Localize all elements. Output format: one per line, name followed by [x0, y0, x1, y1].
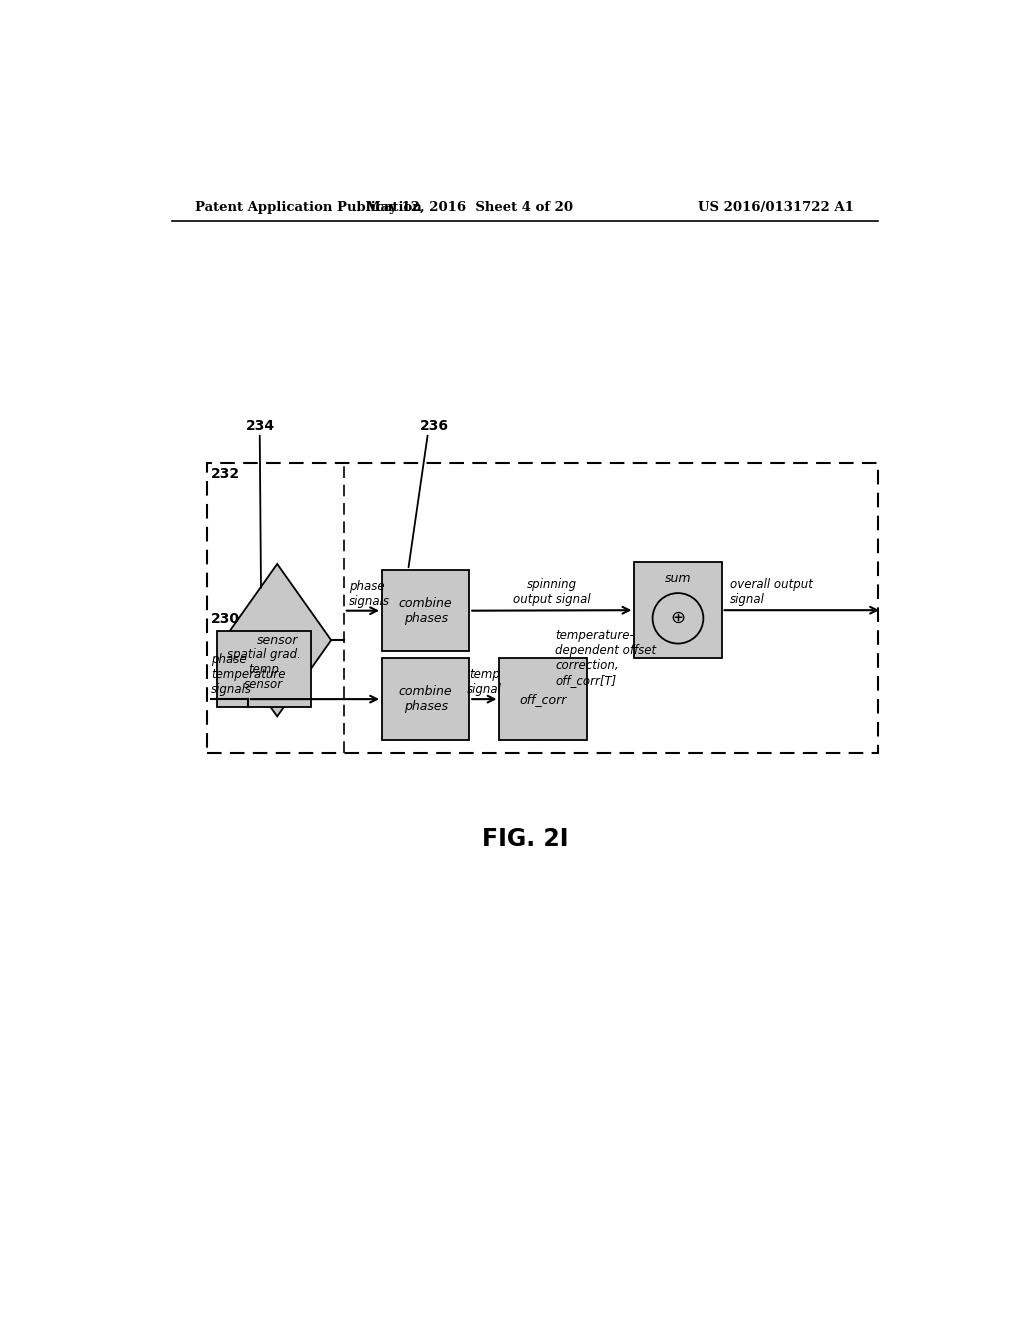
Bar [500, 659, 587, 739]
Text: US 2016/0131722 A1: US 2016/0131722 A1 [698, 201, 854, 214]
Bar [382, 570, 469, 651]
Text: spinning
output signal: spinning output signal [513, 578, 591, 606]
Text: FIG. 2I: FIG. 2I [481, 828, 568, 851]
Text: 234: 234 [246, 418, 274, 433]
Text: overall output
signal: overall output signal [729, 578, 812, 606]
Text: phase
signals: phase signals [348, 579, 389, 607]
Text: spatial grad.
temp
sensor: spatial grad. temp sensor [226, 648, 301, 690]
Text: May 12, 2016  Sheet 4 of 20: May 12, 2016 Sheet 4 of 20 [366, 201, 572, 214]
Text: 232: 232 [211, 467, 241, 482]
Bar [634, 562, 722, 659]
Text: ⊕: ⊕ [671, 610, 685, 627]
Ellipse shape [652, 593, 703, 644]
Text: temp
signal: temp signal [467, 668, 502, 696]
Text: combine
phases: combine phases [398, 597, 453, 624]
Bar [382, 659, 469, 739]
Bar [217, 631, 310, 708]
Text: sensor: sensor [256, 634, 298, 647]
Text: 236: 236 [420, 418, 450, 433]
Text: sum: sum [665, 572, 691, 585]
Text: phase
temperature
signals: phase temperature signals [211, 653, 286, 696]
Text: 230: 230 [211, 612, 241, 626]
Text: Patent Application Publication: Patent Application Publication [196, 201, 422, 214]
Text: off_corr: off_corr [519, 693, 566, 706]
Text: temperature-
dependent offset
correction,
off_corr[T]: temperature- dependent offset correction… [555, 630, 656, 688]
Bar [207, 463, 878, 752]
Polygon shape [223, 564, 331, 717]
Text: combine
phases: combine phases [398, 685, 453, 713]
